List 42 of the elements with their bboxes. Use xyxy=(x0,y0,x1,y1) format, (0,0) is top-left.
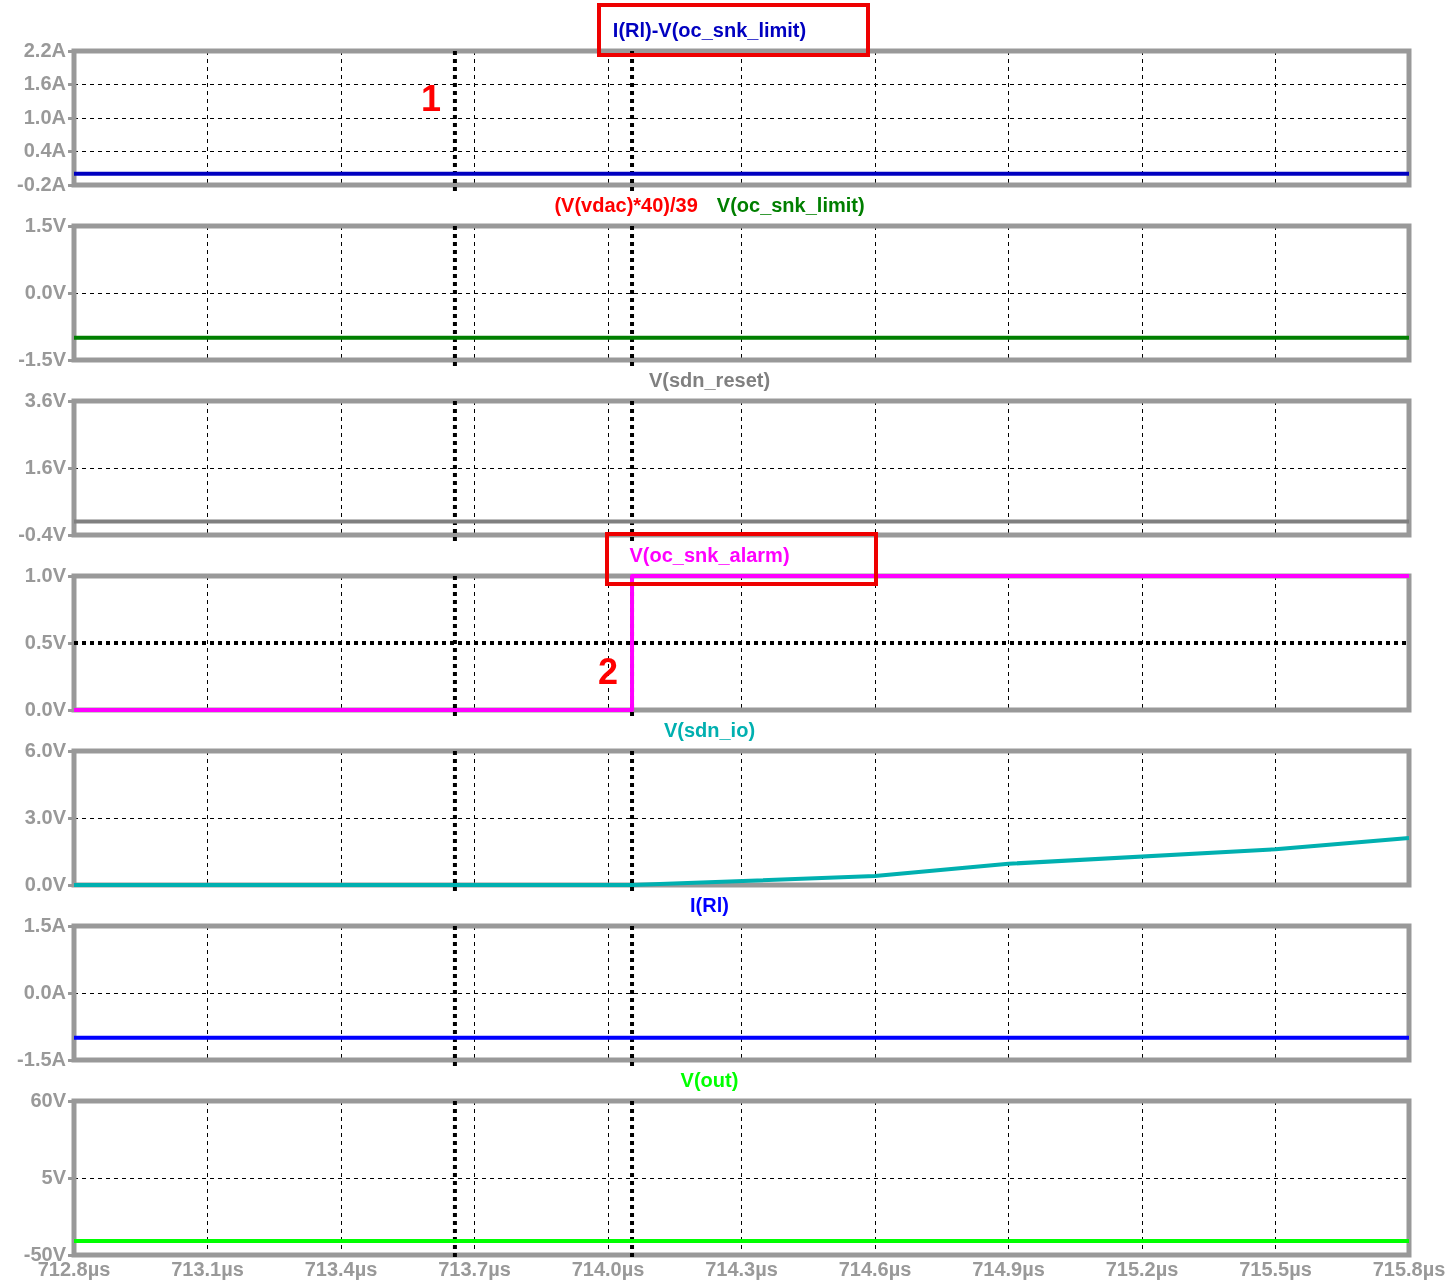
y-tick-label: 0.0V xyxy=(24,280,67,303)
y-tick-label: 2.2A xyxy=(23,38,66,61)
y-tick-label: 0.0V xyxy=(24,872,67,895)
x-tick-label: 715.5µs xyxy=(1239,1257,1312,1280)
y-tick-label: 1.0V xyxy=(24,563,67,586)
x-tick-label: 714.3µs xyxy=(705,1257,778,1280)
x-tick-label: 713.7µs xyxy=(438,1257,511,1280)
x-tick-label: 715.2µs xyxy=(1105,1257,1179,1280)
x-tick-label: 714.9µs xyxy=(972,1257,1045,1280)
y-tick-label: 0.5V xyxy=(24,630,67,653)
x-tick-label: 713.1µs xyxy=(171,1257,244,1280)
text: I(Rl) xyxy=(690,893,729,916)
text: V(oc_snk_limit) xyxy=(716,193,865,216)
y-tick-label: 1.0A xyxy=(23,105,66,128)
y-tick-label: 3.0V xyxy=(24,805,67,828)
y-tick-label: 0.0V xyxy=(24,697,67,720)
annotation: 1 xyxy=(420,77,441,119)
x-tick-label: 714.6µs xyxy=(838,1257,912,1280)
series-label: V(oc_snk_alarm) xyxy=(629,543,790,566)
y-tick-label: 1.6V xyxy=(24,455,67,478)
text: V(sdn_io) xyxy=(663,718,756,741)
x-tick-label: 714.0µs xyxy=(571,1257,645,1280)
x-tick-label: 715.8µs xyxy=(1372,1257,1446,1280)
text: V(sdn_reset) xyxy=(648,368,771,391)
y-tick-label: 5V xyxy=(41,1165,67,1188)
legend-label: (V(vdac)*40)/39 xyxy=(554,193,698,216)
annotation: 2 xyxy=(598,650,619,692)
y-tick-label: -1.5A xyxy=(17,1047,66,1070)
y-tick-label: 0.4A xyxy=(23,139,66,162)
y-tick-label: 6.0V xyxy=(24,738,67,761)
x-tick-label: 713.4µs xyxy=(304,1257,378,1280)
y-tick-label: 1.6A xyxy=(23,72,66,95)
y-tick-label: 3.6V xyxy=(24,388,67,411)
y-tick-label: 1.5V xyxy=(24,213,67,236)
y-tick-label: 1.5A xyxy=(23,913,66,936)
y-tick-label: -0.2A xyxy=(17,172,66,195)
y-tick-label: -0.4V xyxy=(18,522,67,545)
y-tick-label: -1.5V xyxy=(18,347,67,370)
y-tick-label: 0.0A xyxy=(23,980,66,1003)
text: I(Rl)-V(oc_snk_limit) xyxy=(612,18,807,41)
text: V(out) xyxy=(680,1068,739,1091)
y-tick-label: 60V xyxy=(30,1088,67,1111)
